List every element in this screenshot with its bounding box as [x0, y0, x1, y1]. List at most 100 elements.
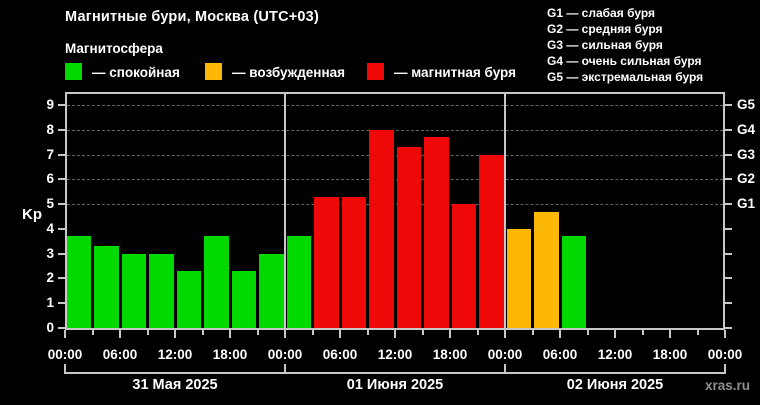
- g-scale-label-g4: G4: [737, 121, 756, 137]
- kp-bar: [149, 253, 174, 328]
- x-axis-tick: [614, 330, 616, 338]
- x-tick-label: 00:00: [487, 347, 523, 362]
- legend-label-storm: — магнитная буря: [394, 65, 516, 80]
- x-axis-tick: [91, 330, 94, 335]
- x-axis-tick: [256, 330, 259, 335]
- right-axis-tick: [725, 327, 732, 329]
- date-label: 02 Июня 2025: [566, 377, 664, 393]
- x-axis-tick: [724, 330, 726, 338]
- plot-frame: [65, 92, 725, 330]
- x-axis-tick: [641, 330, 644, 335]
- x-axis-tick: [421, 330, 424, 335]
- watermark: xras.ru: [705, 378, 751, 393]
- x-tick-label: 00:00: [707, 347, 743, 362]
- kp-bar: [314, 196, 339, 328]
- kp-bar: [534, 211, 559, 328]
- gridline-kp9: [67, 105, 723, 107]
- kp-bar: [231, 271, 256, 328]
- x-axis-tick: [559, 330, 561, 338]
- date-label: 01 Июня 2025: [346, 377, 444, 393]
- date-bracket-tick: [724, 364, 726, 374]
- storm-scale-g4: G4 — очень сильная буря: [547, 54, 702, 68]
- y-tick-label: 8: [46, 121, 54, 137]
- chart-subtitle: Магнитосфера: [65, 41, 163, 56]
- x-tick-label: 00:00: [267, 347, 303, 362]
- x-axis-tick: [476, 330, 479, 335]
- g-scale-label-g1: G1: [737, 196, 756, 212]
- right-axis-tick: [725, 277, 732, 280]
- right-axis-tick: [725, 302, 732, 305]
- y-axis-title: Kp: [22, 206, 42, 224]
- y-tick-label: 1: [46, 295, 54, 311]
- x-tick-label: 00:00: [47, 347, 83, 362]
- right-axis-tick: [725, 203, 732, 206]
- day-separator: [504, 92, 506, 330]
- x-tick-label: 12:00: [377, 347, 413, 362]
- y-axis-tick: [58, 327, 65, 329]
- x-axis-tick: [201, 330, 204, 335]
- kp-bar: [424, 137, 449, 328]
- x-axis-tick: [504, 330, 506, 338]
- kp-bar: [479, 154, 504, 328]
- right-axis-tick: [725, 227, 732, 230]
- date-bracket-tick: [284, 364, 286, 374]
- x-tick-label: 12:00: [597, 347, 633, 362]
- y-axis-tick: [58, 252, 65, 255]
- kp-bar: [341, 196, 366, 328]
- x-axis-tick: [174, 330, 176, 338]
- legend-swatch-excited: [205, 63, 222, 80]
- right-axis-tick: [725, 178, 732, 181]
- y-tick-label: 6: [46, 171, 54, 187]
- x-axis-tick: [146, 330, 149, 335]
- y-axis-tick: [58, 128, 65, 131]
- x-tick-label: 06:00: [102, 347, 138, 362]
- kp-bar: [369, 129, 394, 328]
- kp-bar: [506, 228, 531, 328]
- legend-swatch-calm: [65, 63, 82, 80]
- x-axis-tick: [229, 330, 231, 338]
- x-tick-label: 06:00: [322, 347, 358, 362]
- x-axis-tick: [366, 330, 369, 335]
- x-tick-label: 18:00: [212, 347, 248, 362]
- gridline-kp7: [67, 154, 723, 156]
- y-tick-label: 5: [46, 196, 54, 212]
- kp-bar: [561, 236, 586, 328]
- g-scale-label-g5: G5: [737, 97, 756, 113]
- kp-bar: [396, 147, 421, 328]
- date-bracket: [65, 372, 285, 374]
- storm-scale-g2: G2 — средняя буря: [547, 22, 663, 36]
- legend-swatch-storm: [367, 63, 384, 80]
- x-tick-label: 18:00: [432, 347, 468, 362]
- g-scale-label-g3: G3: [737, 146, 756, 162]
- storm-scale-g1: G1 — слабая буря: [547, 6, 656, 20]
- kp-bar: [259, 253, 284, 328]
- x-axis-tick: [586, 330, 589, 335]
- right-axis-tick: [725, 153, 732, 156]
- date-bracket: [285, 372, 505, 374]
- y-axis-tick: [58, 104, 65, 107]
- gridline-kp5: [67, 204, 723, 206]
- right-axis-tick: [725, 104, 732, 107]
- y-axis-tick: [58, 302, 65, 305]
- x-axis-tick: [696, 330, 699, 335]
- kp-bar: [286, 236, 311, 328]
- y-tick-label: 4: [46, 220, 54, 236]
- x-axis-tick: [531, 330, 534, 335]
- y-axis-tick: [58, 277, 65, 280]
- x-axis-tick: [311, 330, 314, 335]
- y-tick-label: 3: [46, 245, 54, 261]
- y-axis-tick: [58, 153, 65, 156]
- y-tick-label: 2: [46, 270, 54, 286]
- kp-bar: [121, 253, 146, 328]
- x-axis-tick: [284, 330, 286, 338]
- x-axis-tick: [119, 330, 121, 338]
- date-bracket: [505, 372, 725, 374]
- chart-title: Магнитные бури, Москва (UTC+03): [65, 9, 319, 25]
- kp-bar: [176, 271, 201, 328]
- x-axis-tick: [394, 330, 396, 338]
- storm-scale-legend: G1 — слабая буря G2 — средняя буря G3 — …: [547, 5, 703, 85]
- y-axis-tick: [58, 203, 65, 206]
- g-scale-label-g2: G2: [737, 171, 756, 187]
- x-tick-label: 12:00: [157, 347, 193, 362]
